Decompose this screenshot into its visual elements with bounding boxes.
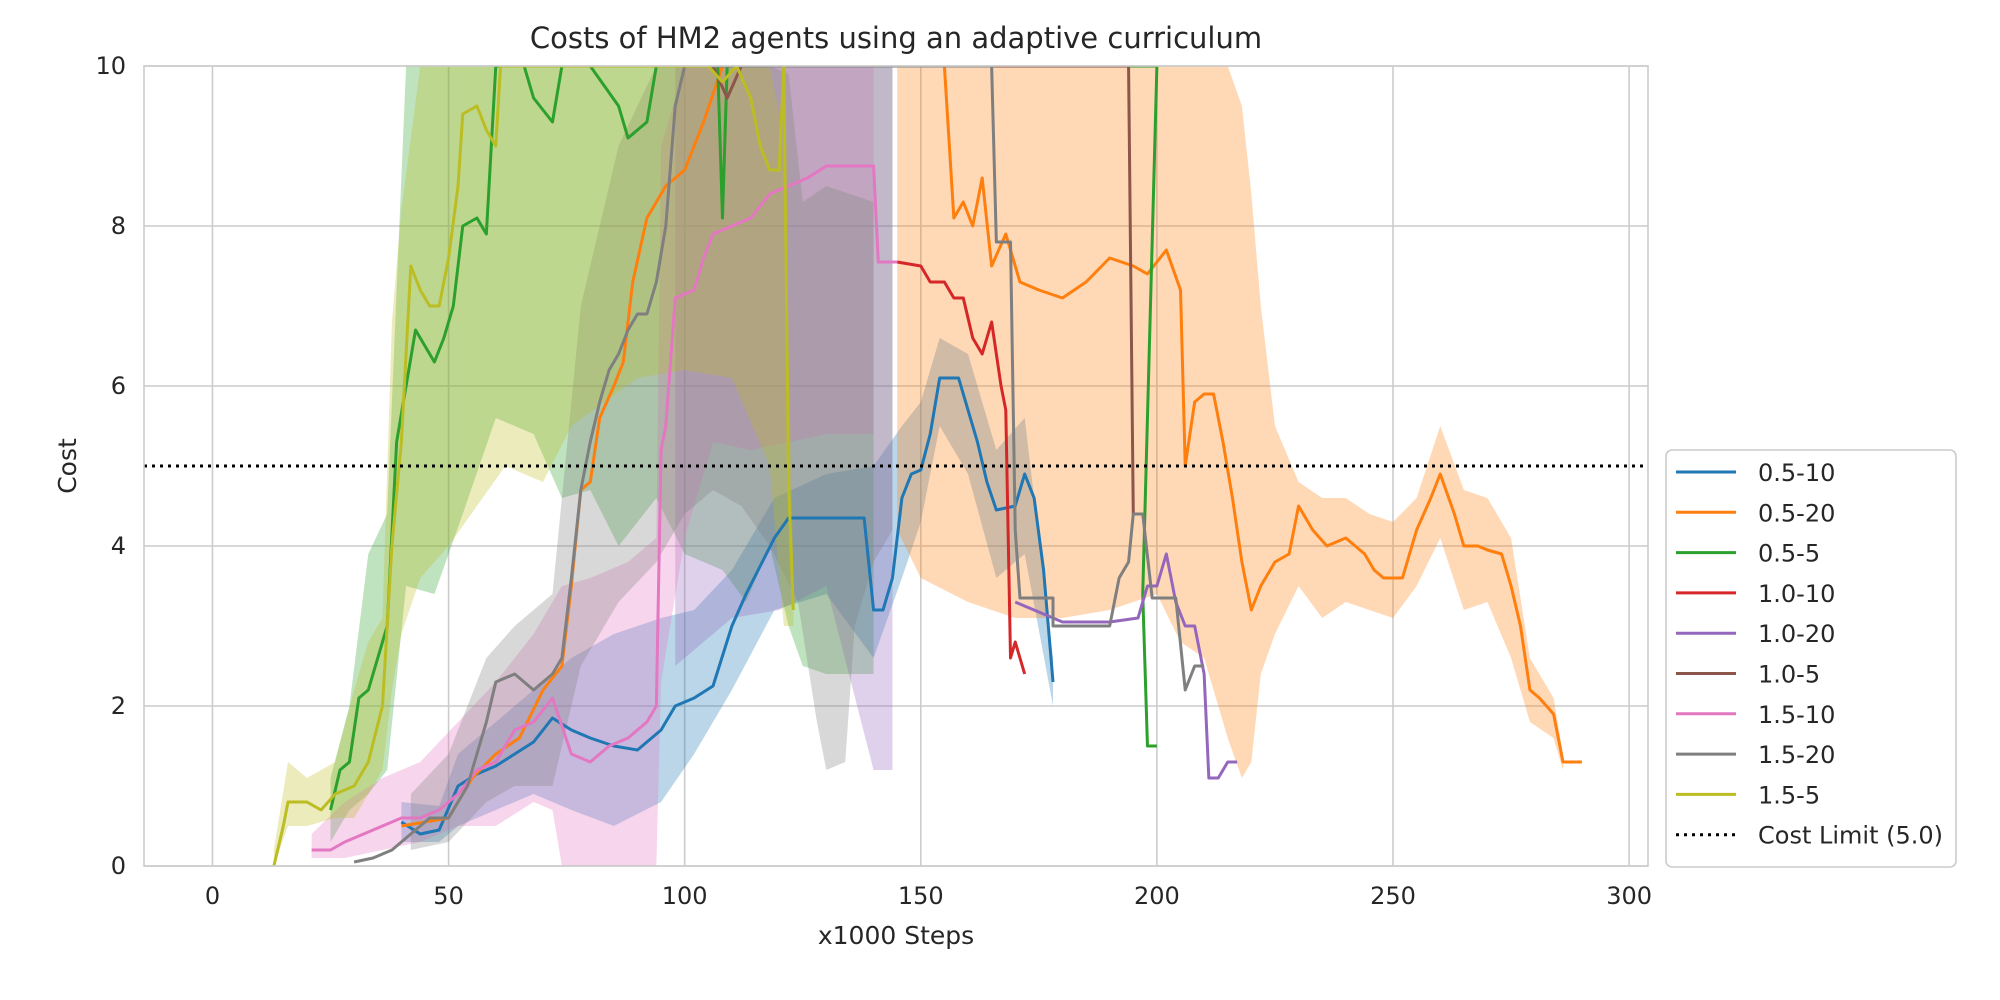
x-tick-label: 100 — [662, 882, 708, 910]
x-axis-ticks: 0 50 100 150 200 250 300 — [205, 882, 1652, 910]
legend-label: 1.0-20 — [1758, 620, 1835, 648]
legend-label: 0.5-20 — [1758, 499, 1835, 527]
series-line-1.0-10 — [896, 260, 1027, 675]
y-axis-ticks: 0 2 4 6 8 10 — [95, 52, 126, 880]
y-tick-label: 10 — [95, 52, 126, 80]
series-line-1.5-20 — [353, 66, 1205, 864]
plot-frame — [143, 65, 1649, 867]
x-tick-label: 50 — [433, 882, 464, 910]
legend-label: Cost Limit (5.0) — [1758, 822, 1943, 850]
legend-label: 0.5-10 — [1758, 459, 1835, 487]
band-1.5-5 — [273, 66, 794, 866]
x-tick-label: 250 — [1370, 882, 1416, 910]
y-tick-label: 2 — [111, 692, 126, 720]
y-tick-label: 0 — [111, 852, 126, 880]
legend: 0.5-10 0.5-20 0.5-5 1.0-10 1.0-20 1.0-5 1.5-10… — [1665, 449, 1957, 868]
series-line-1.5-10 — [311, 164, 898, 852]
y-tick-label: 6 — [111, 372, 126, 400]
x-tick-label: 0 — [205, 882, 220, 910]
band-0.5-5 — [330, 66, 874, 842]
legend-label: 1.5-5 — [1758, 781, 1820, 809]
legend-label: 1.5-10 — [1758, 701, 1835, 729]
chart-title: Costs of HM2 agents using an adaptive cu… — [530, 21, 1262, 55]
series-line-1.0-5 — [711, 66, 1135, 515]
legend-label: 1.0-5 — [1758, 661, 1820, 689]
series-line-0.5-20 — [401, 66, 1582, 828]
band-0.5-20 — [897, 66, 1564, 778]
x-tick-label: 150 — [898, 882, 944, 910]
band-1.5-10 — [311, 66, 874, 866]
y-tick-label: 8 — [111, 212, 126, 240]
series-line-0.5-5 — [329, 66, 1159, 811]
y-tick-label: 4 — [111, 532, 126, 560]
legend-label: 1.5-20 — [1758, 741, 1835, 769]
band-1.5-20 — [410, 66, 893, 850]
y-axis-label: Cost — [53, 438, 82, 494]
confidence-bands — [273, 66, 1564, 866]
series-line-1.5-5 — [272, 66, 795, 866]
x-tick-label: 300 — [1606, 882, 1652, 910]
legend-box — [1665, 449, 1957, 868]
x-axis-label: x1000 Steps — [818, 921, 974, 950]
band-1.0-20 — [675, 66, 893, 770]
band-0.5-10 — [401, 338, 1054, 842]
series-lines — [272, 66, 1582, 866]
x-tick-label: 200 — [1134, 882, 1180, 910]
series-line-0.5-10 — [400, 376, 1055, 836]
legend-label: 1.0-10 — [1758, 580, 1835, 608]
legend-label: 0.5-5 — [1758, 540, 1820, 568]
